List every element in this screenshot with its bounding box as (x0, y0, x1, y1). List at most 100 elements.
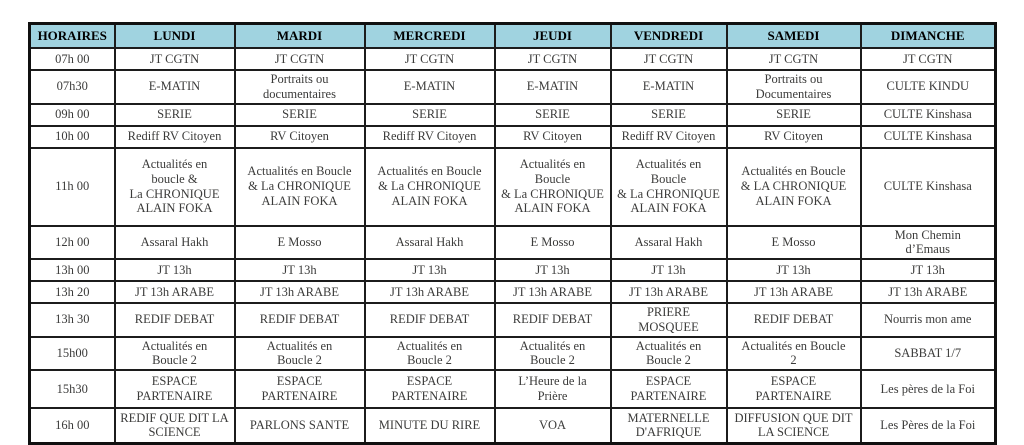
program-cell: Actualités en boucle & La CHRONIQUE ALAI… (113, 146, 236, 227)
table-row: 13h 20 JT 13h ARABE JT 13h ARABE JT 13h ARA… (28, 280, 997, 304)
table-row: 11h 00 Actualités en boucle & La CHRONIQU… (28, 146, 997, 227)
program-cell: Actualités en Boucle 2 (493, 335, 612, 371)
program-cell: JT CGTN (725, 47, 862, 71)
program-cell: JT 13h ARABE (609, 280, 728, 304)
table-row: 09h 00 SERIE SERIE SERIE SERIE SERIE SERIE CULT… (28, 102, 997, 127)
program-cell: JT CGTN (233, 47, 366, 71)
tv-schedule-table: HORAIRES LUNDI MARDI MERCREDI JEUDI VENDREDI S… (28, 22, 997, 445)
table-row: 12h 00 Assaral Hakh E Mosso Assaral Hakh E M… (28, 224, 997, 260)
program-cell: PARLONS SANTE (233, 407, 366, 444)
column-header: MERCREDI (363, 22, 496, 49)
program-cell: REDIF DEBAT (725, 302, 862, 338)
column-header: HORAIRES (28, 22, 116, 49)
program-cell: E-MATIN (113, 69, 236, 105)
program-cell: SERIE (725, 102, 862, 127)
program-cell: Les pères de la Foi (859, 369, 997, 409)
table-row: 15h00 Actualités en Boucle 2 Actualités en… (28, 335, 997, 371)
table-row: 13h 30 REDIF DEBAT REDIF DEBAT REDIF DEBAT R… (28, 302, 997, 338)
program-cell: JT 13h ARABE (113, 280, 236, 304)
time-cell: 07h 00 (28, 47, 116, 71)
program-cell: RV Citoyen (725, 124, 862, 149)
program-cell: Actualités en Boucle 2 (233, 335, 366, 371)
program-cell: Actualités en Boucle & La CHRONIQUE ALAI… (363, 146, 496, 227)
time-cell: 13h 30 (28, 302, 116, 338)
table-row: 15h30 ESPACE PARTENAIRE ESPACE PARTENAIRE E… (28, 369, 997, 409)
program-cell: E-MATIN (609, 69, 728, 105)
program-cell: SABBAT 1/7 (859, 335, 997, 371)
program-cell: REDIF DEBAT (493, 302, 612, 338)
program-cell: JT CGTN (493, 47, 612, 71)
program-cell: Actualités en Boucle 2 (609, 335, 728, 371)
program-cell: JT CGTN (363, 47, 496, 71)
time-cell: 16h 00 (28, 407, 116, 444)
program-cell: REDIF DEBAT (233, 302, 366, 338)
program-cell: DIFFUSION QUE DIT LA SCIENCE (725, 407, 862, 444)
program-cell: CULTE Kinshasa (859, 124, 997, 149)
time-cell: 13h 20 (28, 280, 116, 304)
time-cell: 09h 00 (28, 102, 116, 127)
column-header: LUNDI (113, 22, 236, 49)
program-cell: JT CGTN (609, 47, 728, 71)
program-cell: Actualités en Boucle 2 (113, 335, 236, 371)
time-cell: 11h 00 (28, 146, 116, 227)
program-cell: SERIE (493, 102, 612, 127)
program-cell: Portraits ou Documentaires (725, 69, 862, 105)
program-cell: E-MATIN (493, 69, 612, 105)
program-cell: JT 13h (859, 258, 997, 282)
program-cell: SERIE (113, 102, 236, 127)
program-cell: Actualités en Boucle & La CHRONIQUE ALAI… (233, 146, 366, 227)
schedule-body: 07h 00 JT CGTN JT CGTN JT CGTN JT CGTN JT CGT… (28, 47, 997, 444)
program-cell: JT 13h (233, 258, 366, 282)
table-row: 16h 00 REDIF QUE DIT LA SCIENCE PARLONS SA… (28, 407, 997, 444)
column-header: MARDI (233, 22, 366, 49)
program-cell: JT 13h ARABE (493, 280, 612, 304)
table-row: 10h 00 Rediff RV Citoyen RV Citoyen Rediff … (28, 124, 997, 149)
column-header: JEUDI (493, 22, 612, 49)
program-cell: ESPACE PARTENAIRE (113, 369, 236, 409)
column-header: SAMEDI (725, 22, 862, 49)
program-cell: JT 13h ARABE (725, 280, 862, 304)
program-cell: MATERNELLE D'AFRIQUE (609, 407, 728, 444)
program-cell: VOA (493, 407, 612, 444)
program-cell: JT CGTN (113, 47, 236, 71)
program-cell: SERIE (363, 102, 496, 127)
time-cell: 10h 00 (28, 124, 116, 149)
program-cell: Portraits ou documentaires (233, 69, 366, 105)
program-cell: ESPACE PARTENAIRE (363, 369, 496, 409)
program-cell: JT 13h ARABE (363, 280, 496, 304)
program-cell: CULTE Kinshasa (859, 102, 997, 127)
time-cell: 07h30 (28, 69, 116, 105)
table-row: 13h 00 JT 13h JT 13h JT 13h JT 13h JT 13h JT 1… (28, 258, 997, 282)
column-header: DIMANCHE (859, 22, 997, 49)
program-cell: RV Citoyen (233, 124, 366, 149)
header-row: HORAIRES LUNDI MARDI MERCREDI JEUDI VENDREDI S… (28, 22, 997, 49)
schedule-table-container: HORAIRES LUNDI MARDI MERCREDI JEUDI VENDREDI S… (28, 22, 997, 445)
program-cell: E Mosso (233, 224, 366, 260)
program-cell: ESPACE PARTENAIRE (609, 369, 728, 409)
program-cell: RV Citoyen (493, 124, 612, 149)
program-cell: L’Heure de la Prière (493, 369, 612, 409)
program-cell: E Mosso (725, 224, 862, 260)
program-cell: Assaral Hakh (609, 224, 728, 260)
program-cell: Actualités en Boucle & La CHRONIQUE ALAI… (609, 146, 728, 227)
program-cell: Rediff RV Citoyen (113, 124, 236, 149)
program-cell: REDIF DEBAT (113, 302, 236, 338)
program-cell: SERIE (609, 102, 728, 127)
program-cell: ESPACE PARTENAIRE (725, 369, 862, 409)
time-cell: 12h 00 (28, 224, 116, 260)
program-cell: JT CGTN (859, 47, 997, 71)
program-cell: SERIE (233, 102, 366, 127)
program-cell: JT 13h ARABE (859, 280, 997, 304)
program-cell: ESPACE PARTENAIRE (233, 369, 366, 409)
time-cell: 15h00 (28, 335, 116, 371)
time-cell: 15h30 (28, 369, 116, 409)
program-cell: Actualités en Boucle 2 (363, 335, 496, 371)
program-cell: REDIF DEBAT (363, 302, 496, 338)
program-cell: Les Pères de la Foi (859, 407, 997, 444)
program-cell: JT 13h (113, 258, 236, 282)
program-cell: REDIF QUE DIT LA SCIENCE (113, 407, 236, 444)
program-cell: Actualités en Boucle & LA CHRONIQUE ALAI… (725, 146, 862, 227)
table-row: 07h 00 JT CGTN JT CGTN JT CGTN JT CGTN JT CGT… (28, 47, 997, 71)
program-cell: CULTE Kinshasa (859, 146, 997, 227)
program-cell: MINUTE DU RIRE (363, 407, 496, 444)
